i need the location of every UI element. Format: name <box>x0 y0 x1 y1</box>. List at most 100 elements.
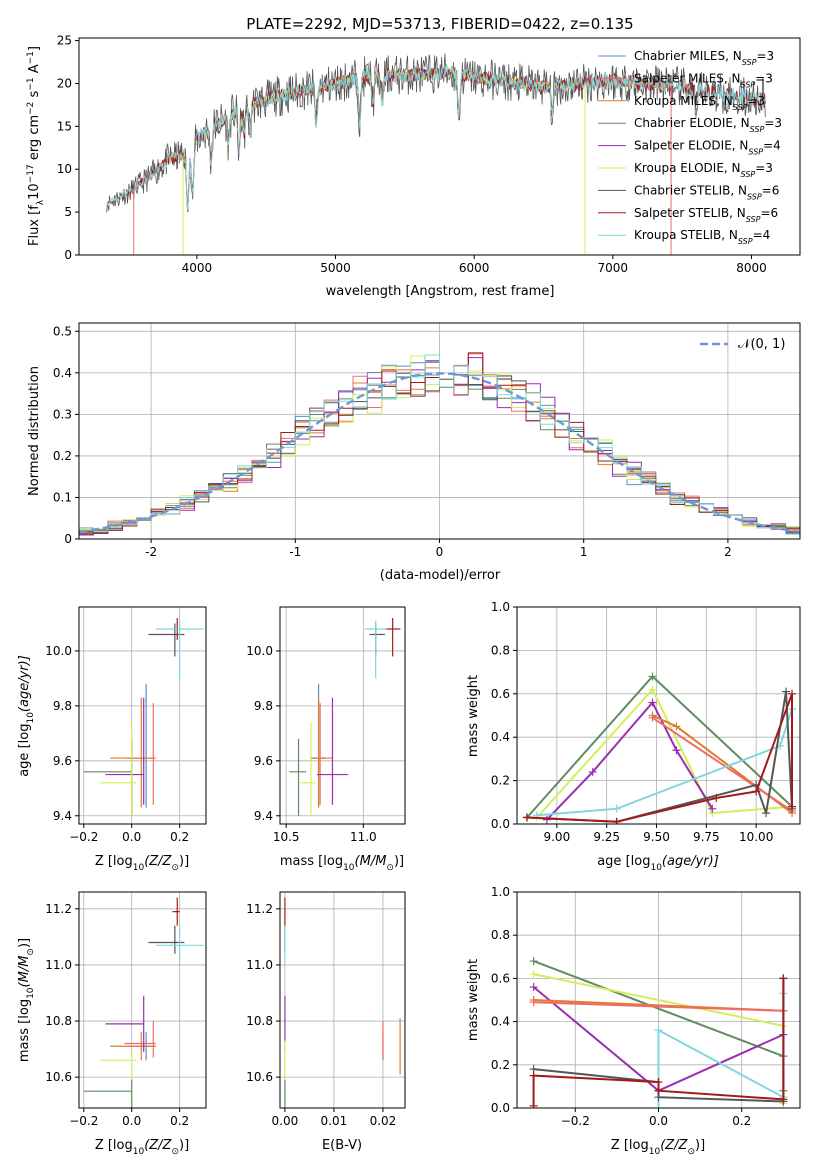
series-line <box>526 674 793 819</box>
errorbar-salpeter-elodie <box>105 995 145 1052</box>
series-kroupa-elodie <box>532 685 797 822</box>
series-line <box>536 687 793 819</box>
label-part: (age/yr)] <box>17 655 32 712</box>
x-tick-label: 9.00 <box>543 830 570 844</box>
series-marker <box>588 767 597 776</box>
label-part: 10 <box>343 863 355 873</box>
label-part: −1 <box>26 77 36 90</box>
spectrum-frame <box>78 37 801 256</box>
label-part: Chabrier MILES <box>634 49 725 63</box>
mass_vs_EBV-axes <box>280 892 405 1108</box>
age_vs_mass-marks <box>289 617 401 816</box>
errorbar-chabrier-stelib <box>148 925 185 954</box>
x-tick-label: 4000 <box>182 261 213 275</box>
age_vs_Z-axes <box>79 607 206 824</box>
y-axis-label: Flux [fλ10−17 erg cm−2 s−1 A−1] <box>26 46 46 246</box>
errorbar-kroupa-elodie <box>300 722 316 816</box>
series-marker <box>779 1095 788 1104</box>
legend-sep: , N <box>724 161 741 175</box>
legend-sep: , N <box>724 71 741 85</box>
y-tick-label: 1.0 <box>491 600 510 614</box>
legend-sub: SSP <box>747 192 762 201</box>
label-part: Kroupa MILES <box>634 94 716 108</box>
series-marker <box>522 813 531 822</box>
x-tick-label: −0.2 <box>561 1114 590 1128</box>
histogram-kroupa-stelib <box>79 354 800 535</box>
errorbar-chabrier-elodie <box>289 738 307 816</box>
x-axis-label: E(B-V) <box>322 1138 362 1153</box>
x-tick-label: 0.2 <box>170 830 189 844</box>
y-tick-label: 0 <box>64 532 72 546</box>
y-tick-label: 15 <box>57 119 72 133</box>
series-marker <box>529 983 538 992</box>
label-part: s <box>27 90 42 101</box>
legend-eq: = <box>760 206 770 220</box>
series-marker <box>672 722 681 731</box>
series-line <box>526 693 793 823</box>
series-salpeter-elodie <box>542 698 717 824</box>
label-part: 3 <box>765 161 773 175</box>
x-tick-label: 0.2 <box>732 1114 751 1128</box>
label-part: (M/M <box>355 854 387 869</box>
legend-sub: SSP <box>741 80 756 89</box>
age_vs_mass-axes <box>280 607 405 824</box>
legend-eq: = <box>755 71 765 85</box>
x-tick-label: 0.0 <box>122 1114 141 1128</box>
y-tick-label: 0.8 <box>491 928 510 942</box>
label-part: Chabrier ELODIE <box>634 116 733 130</box>
series-marker <box>712 793 721 802</box>
age_vs_mass-frame <box>279 606 406 825</box>
label-part: Z [log <box>95 1138 133 1153</box>
legend-sep: , N <box>716 94 733 108</box>
x-tick-label: 1 <box>580 545 588 559</box>
series-salpeter-stelib <box>522 689 797 824</box>
y-tick-label: 11.0 <box>45 958 72 972</box>
series-marker <box>612 817 621 824</box>
series-marker <box>648 672 657 681</box>
x-tick-label: 11.0 <box>350 830 377 844</box>
label-part: 10 <box>133 863 145 873</box>
label-part: (M/M <box>17 956 32 988</box>
series-marker <box>782 687 791 696</box>
label-part: Z [log <box>611 1138 649 1153</box>
label-part: 10 <box>26 987 36 999</box>
label-part: ] <box>27 46 42 51</box>
legend-eq: = <box>747 94 757 108</box>
x-axis-label: mass [log10(M/M⊙)] <box>280 854 404 873</box>
label-part: 10 <box>650 863 662 873</box>
legend-eq: = <box>756 49 766 63</box>
x-tick-label: 0.02 <box>370 1114 397 1128</box>
y-tick-label: 0.3 <box>53 407 72 421</box>
label-part: Kroupa STELIB <box>634 228 721 242</box>
legend-entry: Kroupa MILES, NSSP=3 <box>634 94 765 112</box>
errorbar-salpeter-elodie <box>317 697 348 805</box>
errorbar-salpeter-elodie <box>105 697 145 805</box>
series-marker <box>654 1086 663 1095</box>
mass_vs_Z-marks <box>83 897 204 1108</box>
legend-eq: = <box>762 183 772 197</box>
x-axis-label: age [log10(age/yr)] <box>597 854 719 873</box>
x-tick-label: 9.25 <box>593 830 620 844</box>
errorbar-salpeter-stelib <box>172 897 180 926</box>
x-tick-label: -2 <box>145 545 157 559</box>
label-part: age [log <box>597 854 650 869</box>
legend-sep: , N <box>732 139 749 153</box>
legend-sub: SSP <box>741 170 756 179</box>
label-part: )] <box>695 1138 705 1153</box>
x-tick-label: 2 <box>724 545 732 559</box>
y-tick-label: 9.8 <box>53 699 72 713</box>
label-part: (Z/Z <box>144 854 172 869</box>
y-tick-label: 0.2 <box>491 1058 510 1072</box>
series-marker <box>648 685 657 694</box>
series-marker <box>752 787 761 796</box>
series-marker <box>788 802 797 811</box>
label-part: ⊙ <box>26 948 36 956</box>
errorbar-kroupa-miles <box>110 697 156 808</box>
legend-entry: Kroupa STELIB, NSSP=4 <box>634 228 770 246</box>
y-tick-label: 0.4 <box>53 366 72 380</box>
x-axis-label: wavelength [Angstrom, rest frame] <box>326 284 555 299</box>
series-salpeter-stelib <box>529 974 788 1108</box>
series-marker <box>672 746 681 755</box>
series-marker <box>542 815 551 824</box>
